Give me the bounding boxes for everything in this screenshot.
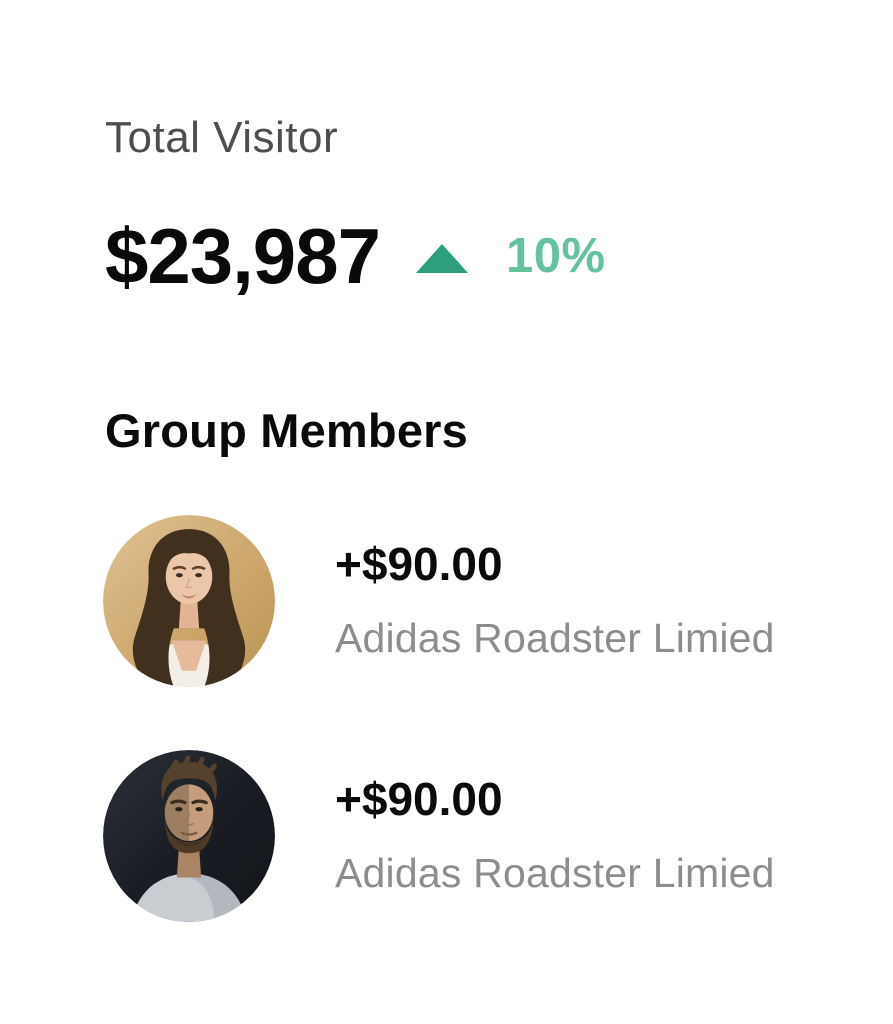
total-visitor-amount: $23,987 — [105, 211, 381, 300]
member-amount: +$90.00 — [335, 772, 503, 825]
member-description: Adidas Roadster Limied — [335, 615, 775, 662]
woman-long-brown-hair-portrait — [103, 514, 275, 687]
trend-percentage: 10% — [505, 228, 606, 283]
member-row[interactable]: +$90.00 Adidas Roadster Limied — [103, 749, 853, 922]
group-members-section: Group Members — [103, 403, 853, 922]
total-visitor-label: Total Visitor — [105, 113, 339, 162]
bearded-man-dark-portrait — [103, 749, 275, 922]
member-description: Adidas Roadster Limied — [335, 850, 775, 897]
group-members-list: +$90.00 Adidas Roadster Limied — [103, 514, 853, 922]
total-visitor-section: Total Visitor $23,987 10% — [105, 113, 853, 298]
member-row[interactable]: +$90.00 Adidas Roadster Limied — [103, 514, 853, 687]
member-info: +$90.00 Adidas Roadster Limied — [335, 750, 775, 897]
member-avatar — [103, 749, 275, 922]
member-amount: +$90.00 — [335, 537, 503, 590]
dashboard-widget: Total Visitor $23,987 10% Group Members — [103, 113, 853, 922]
group-members-heading: Group Members — [105, 403, 468, 457]
member-avatar — [103, 514, 275, 687]
member-info: +$90.00 Adidas Roadster Limied — [335, 515, 775, 662]
triangle-up-icon — [415, 244, 468, 274]
total-visitor-value-row: $23,987 10% — [105, 211, 853, 300]
